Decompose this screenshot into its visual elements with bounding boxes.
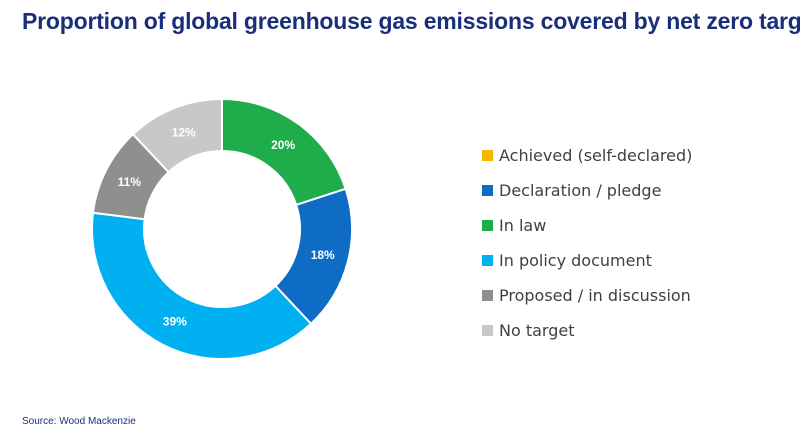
legend-swatch-in-policy xyxy=(482,255,493,266)
legend-swatch-proposed xyxy=(482,290,493,301)
slice-label-declaration-pledge: 18% xyxy=(311,248,335,262)
legend-label-no-target: No target xyxy=(499,321,575,340)
legend-item-achieved: Achieved (self-declared) xyxy=(482,138,692,173)
legend-item-in-policy: In policy document xyxy=(482,243,692,278)
source-note: Source: Wood Mackenzie xyxy=(22,416,136,427)
slice-in-law xyxy=(221,97,347,207)
legend-swatch-no-target xyxy=(482,325,493,336)
legend-item-no-target: No target xyxy=(482,313,692,348)
legend-swatch-declaration xyxy=(482,185,493,196)
chart-title: Proportion of global greenhouse gas emis… xyxy=(22,8,800,34)
legend-swatch-in-law xyxy=(482,220,493,231)
legend-item-declaration: Declaration / pledge xyxy=(482,173,692,208)
slice-label-proposed-in-discussion: 11% xyxy=(118,175,142,189)
legend-item-proposed: Proposed / in discussion xyxy=(482,278,692,313)
slice-in-policy-document xyxy=(91,211,313,360)
chart-legend: Achieved (self-declared) Declaration / p… xyxy=(482,138,692,348)
legend-swatch-achieved xyxy=(482,150,493,161)
legend-label-proposed: Proposed / in discussion xyxy=(499,286,691,305)
slice-label-no-target: 12% xyxy=(172,125,196,139)
slice-label-in-policy-document: 39% xyxy=(163,315,187,329)
legend-label-in-law: In law xyxy=(499,216,547,235)
legend-item-in-law: In law xyxy=(482,208,692,243)
legend-label-achieved: Achieved (self-declared) xyxy=(499,146,693,165)
legend-label-declaration: Declaration / pledge xyxy=(499,181,662,200)
slice-label-in-law: 20% xyxy=(271,138,295,152)
slice-no-target xyxy=(131,97,223,174)
legend-label-in-policy: In policy document xyxy=(499,251,652,270)
